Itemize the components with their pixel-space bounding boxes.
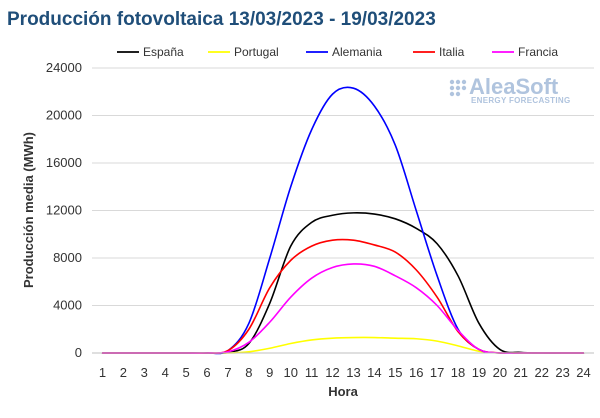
x-tick-label: 21 xyxy=(514,365,528,380)
series-line-espana xyxy=(101,212,585,355)
x-tick-label: 22 xyxy=(534,365,548,380)
x-tick-label: 17 xyxy=(430,365,444,380)
x-tick-label: 1 xyxy=(99,365,106,380)
x-axis-label: Hora xyxy=(328,384,358,399)
legend-label-alemania: Alemania xyxy=(332,45,382,59)
x-tick-label: 19 xyxy=(472,365,486,380)
x-tick-label: 20 xyxy=(493,365,507,380)
y-tick-label: 0 xyxy=(75,345,82,360)
logo-name: AleaSoft xyxy=(469,74,559,99)
x-tick-label: 7 xyxy=(224,365,231,380)
series-lines xyxy=(101,86,585,355)
y-tick-label: 20000 xyxy=(46,108,82,123)
aleasoft-logo: AleaSoft ENERGY FORECASTING xyxy=(449,74,571,105)
chart-title: Producción fotovoltaica 13/03/2023 - 19/… xyxy=(7,9,436,30)
gridlines xyxy=(92,67,594,306)
x-tick-label: 12 xyxy=(325,365,339,380)
legend: España Portugal Alemania Italia Francia xyxy=(117,45,558,59)
y-tick-label: 12000 xyxy=(46,203,82,218)
legend-label-espana: España xyxy=(143,45,184,59)
series-line-italia xyxy=(101,238,585,355)
series-line-portugal xyxy=(101,336,585,354)
series-line-francia xyxy=(101,263,585,355)
x-tick-label: 14 xyxy=(367,365,381,380)
x-tick-label: 4 xyxy=(162,365,169,380)
logo-subtitle: ENERGY FORECASTING xyxy=(471,96,571,105)
x-tick-label: 15 xyxy=(388,365,402,380)
x-tick-label: 2 xyxy=(120,365,127,380)
logo-dots-icon xyxy=(449,79,467,97)
legend-label-italia: Italia xyxy=(439,45,465,59)
x-tick-label: 11 xyxy=(305,365,319,380)
x-tick-label: 10 xyxy=(283,365,297,380)
x-axis-ticks: 1 2 3 4 5 6 7 8 9 10 11 12 13 14 15 16 17 18 19 20 21 22 23 24 xyxy=(99,365,591,380)
legend-label-francia: Francia xyxy=(518,45,558,59)
y-tick-label: 24000 xyxy=(46,60,82,75)
x-tick-label: 13 xyxy=(346,365,360,380)
y-tick-label: 8000 xyxy=(53,250,82,265)
x-tick-label: 16 xyxy=(409,365,423,380)
y-axis-ticks: 0 4000 8000 12000 16000 20000 24000 xyxy=(46,60,82,360)
x-tick-label: 8 xyxy=(245,365,252,380)
x-tick-label: 23 xyxy=(555,365,569,380)
y-tick-label: 4000 xyxy=(53,298,82,313)
x-tick-label: 6 xyxy=(203,365,210,380)
series-line-alemania xyxy=(101,86,585,355)
x-tick-label: 24 xyxy=(576,365,590,380)
x-tick-label: 9 xyxy=(266,365,273,380)
x-tick-label: 3 xyxy=(141,365,148,380)
x-tick-label: 5 xyxy=(183,365,190,380)
y-tick-label: 16000 xyxy=(46,155,82,170)
y-axis-label: Producción media (MWh) xyxy=(21,132,36,288)
legend-label-portugal: Portugal xyxy=(234,45,279,59)
x-tick-label: 18 xyxy=(451,365,465,380)
